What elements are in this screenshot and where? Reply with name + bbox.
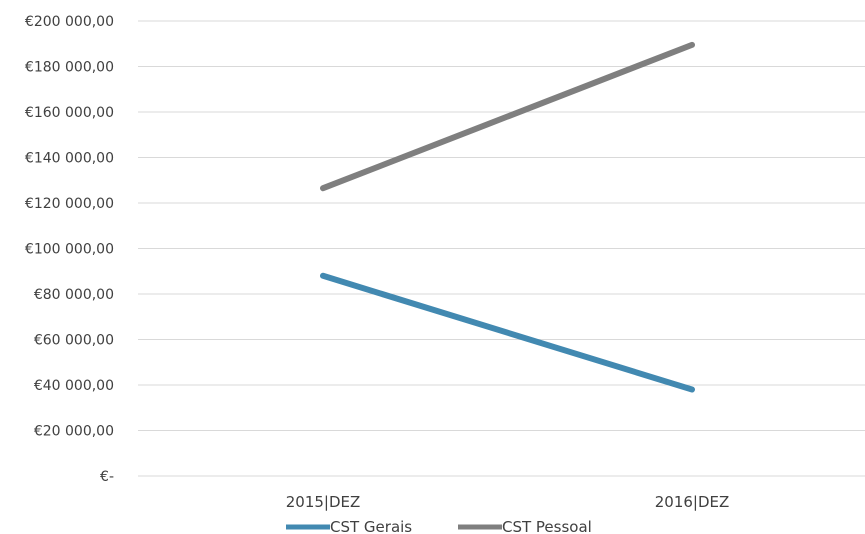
series-line-0 bbox=[323, 276, 692, 390]
x-tick-label: 2016|DEZ bbox=[655, 493, 730, 511]
y-axis-tick-labels: €200 000,00 €180 000,00 €160 000,00 €140 00… bbox=[25, 14, 114, 485]
legend-label: CST Gerais bbox=[330, 518, 412, 534]
y-tick-label: €100 000,00 bbox=[25, 242, 114, 258]
y-tick-label: €40 000,00 bbox=[34, 378, 114, 394]
y-tick-label: €140 000,00 bbox=[25, 151, 114, 167]
y-tick-label: €200 000,00 bbox=[25, 14, 114, 30]
legend-label: CST Pessoal bbox=[502, 518, 592, 534]
y-tick-label: €180 000,00 bbox=[25, 60, 114, 76]
series-lines bbox=[323, 45, 692, 390]
gridlines bbox=[138, 21, 865, 476]
y-tick-label: €60 000,00 bbox=[34, 333, 114, 349]
y-tick-label: €- bbox=[100, 469, 114, 485]
y-tick-label: €120 000,00 bbox=[25, 196, 114, 212]
x-axis-tick-labels: 2015|DEZ 2016|DEZ bbox=[286, 493, 730, 511]
y-tick-label: €20 000,00 bbox=[34, 424, 114, 440]
y-tick-label: €80 000,00 bbox=[34, 287, 114, 303]
legend: CST Gerais CST Pessoal bbox=[286, 518, 592, 534]
x-tick-label: 2015|DEZ bbox=[286, 493, 361, 511]
y-tick-label: €160 000,00 bbox=[25, 105, 114, 121]
